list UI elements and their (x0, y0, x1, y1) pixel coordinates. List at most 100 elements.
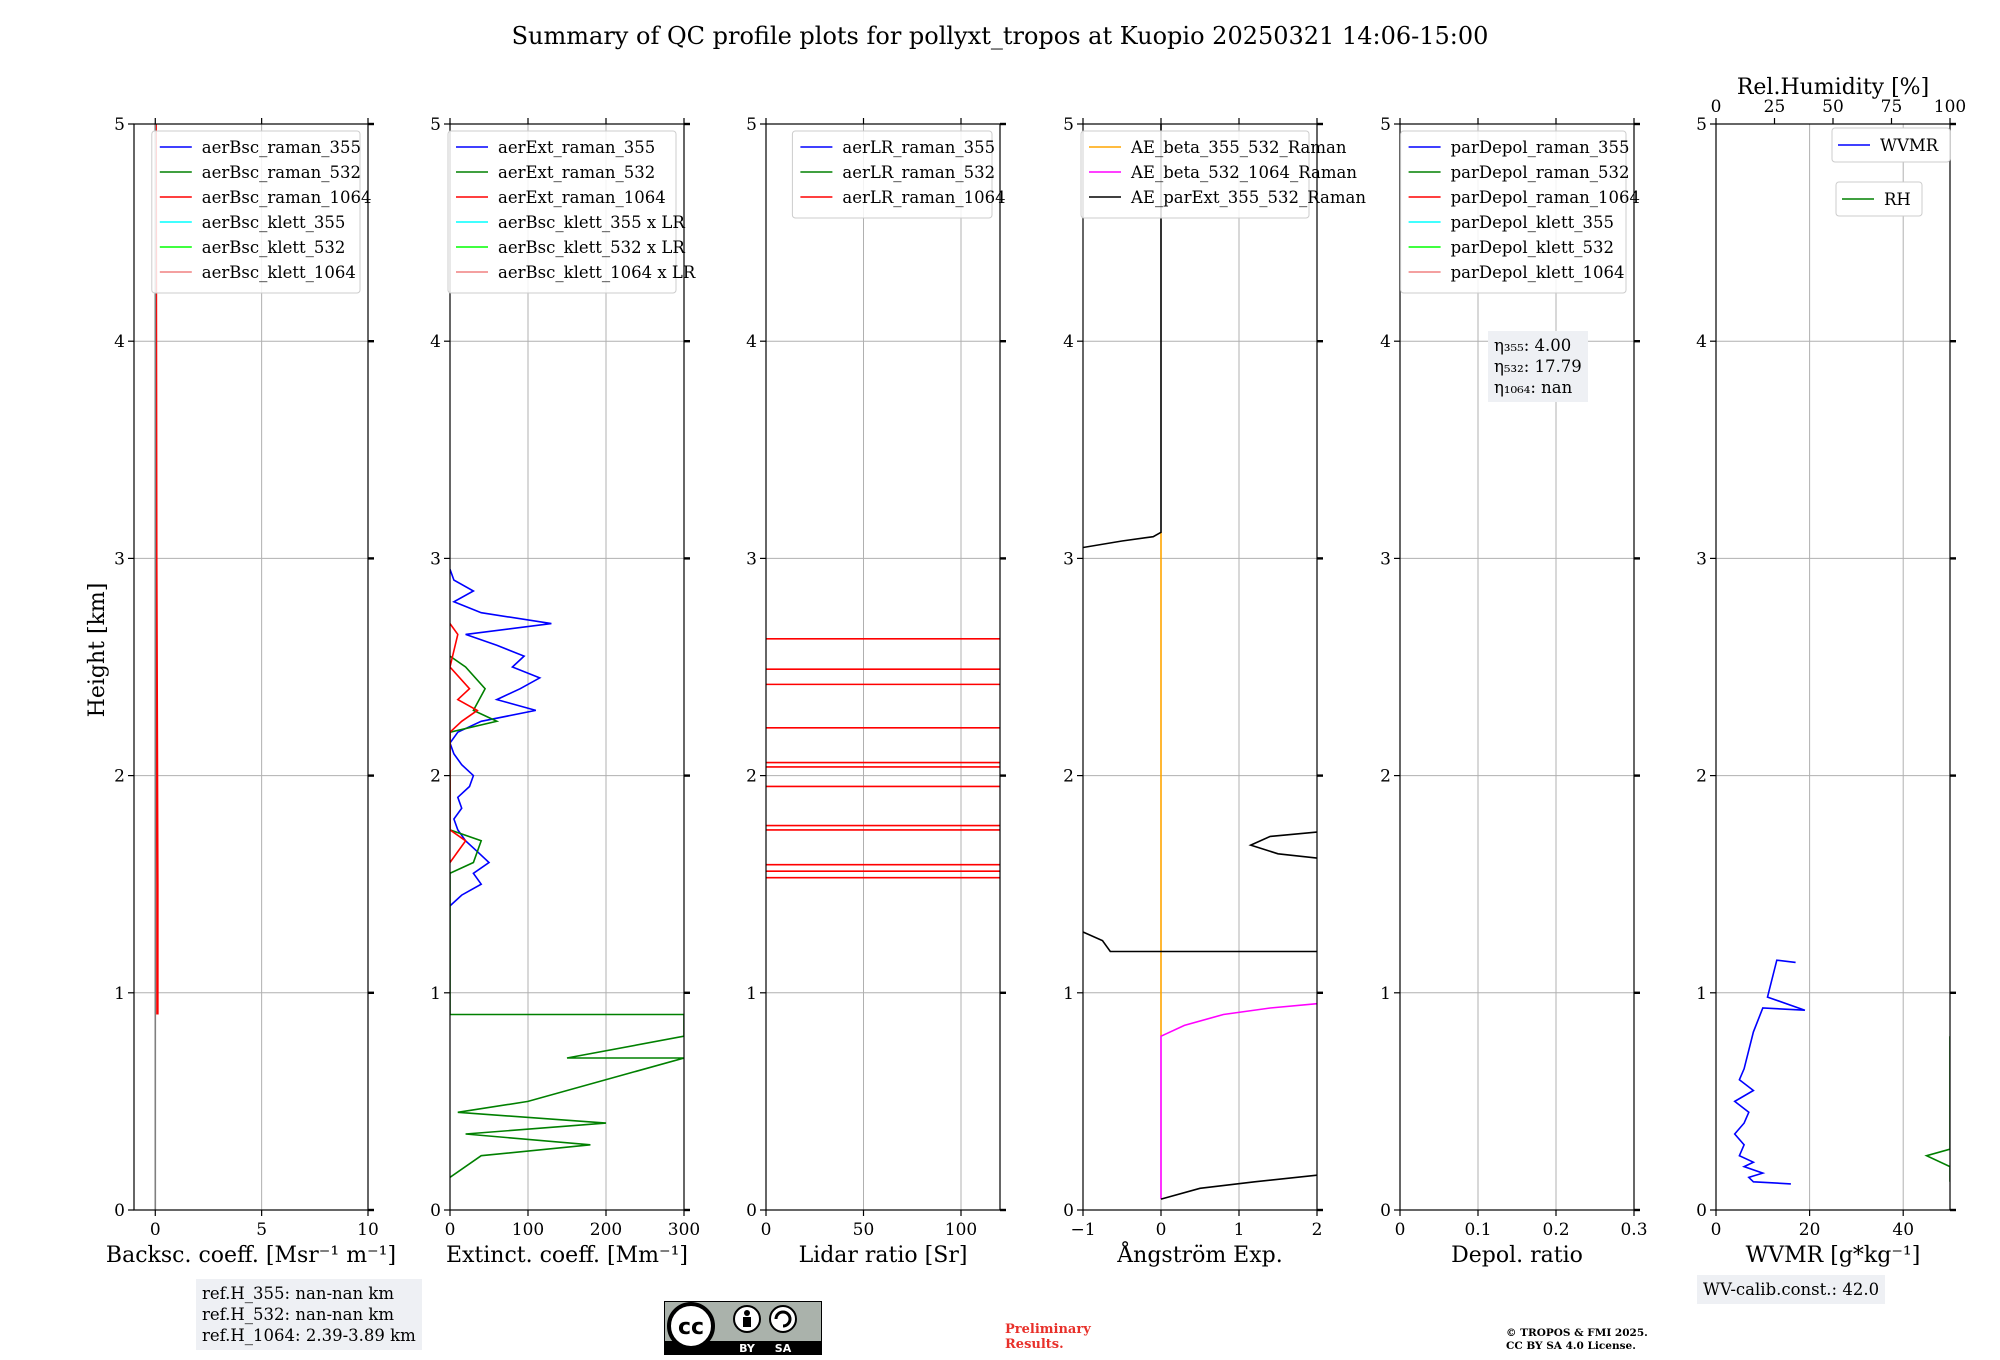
y-tick-label: 4 (1696, 332, 1707, 352)
top-x-tick-label: 50 (1822, 97, 1844, 117)
legend-label: WVMR (1880, 136, 1939, 155)
panel-5: 0 0.1 0.2 0.3 0 1 2 3 4 5 Depol. ratio parDepol_ram… (1380, 115, 1647, 1268)
y-tick-label: 3 (1063, 549, 1074, 569)
x-tick-label: 20 (1799, 1220, 1821, 1240)
x-tick-label: 300 (668, 1220, 700, 1240)
top-x-tick-label: 0 (1711, 97, 1722, 117)
panel-frame (133, 123, 369, 1211)
panel-data (1733, 959, 1950, 1185)
x-tick-label: 0 (150, 1220, 161, 1240)
legend-label: aerExt_raman_532 (498, 163, 655, 182)
page-title: Summary of QC profile plots for pollyxt_… (512, 22, 1489, 50)
legend: parDepol_raman_355 parDepol_raman_532 parD… (1400, 130, 1640, 294)
y-tick-label: 3 (1380, 549, 1391, 569)
y-tick-label: 4 (430, 332, 441, 352)
y-tick-label: 1 (1063, 984, 1074, 1004)
y-tick-label: 0 (114, 1201, 125, 1221)
legend-label: aerExt_raman_355 (498, 138, 655, 157)
x-tick-label: 0.2 (1542, 1220, 1569, 1240)
eta-box: η₃₅₅: 4.00 η₅₃₂: 17.79 η₁₀₆₄: nan (1488, 331, 1588, 402)
series-line-AE_parExt_355_532_Raman (1083, 124, 1162, 549)
series-line-AE_parExt_355_532_Raman (1248, 831, 1317, 859)
eta-532: η₅₃₂: 17.79 (1494, 357, 1582, 376)
x-tick-label: 0 (445, 1220, 456, 1240)
x-axis-label: Extinct. coeff. [Mm⁻¹] (446, 1243, 688, 1268)
panel-frame (765, 123, 1001, 1211)
panel-3: 0 50 100 0 1 2 3 4 5 Lidar ratio [Sr] aerLR_raman_… (746, 115, 1006, 1268)
legend-label: aerBsc_klett_355 x LR (498, 213, 685, 232)
x-tick-label: 100 (512, 1220, 544, 1240)
x-tick-label: 100 (945, 1220, 977, 1240)
wv-calibration-box: WV-calib.const.: 42.0 (1697, 1275, 1886, 1304)
ref-h-532: ref.H_532: nan-nan km (202, 1305, 394, 1324)
cc-circle-icon (667, 1302, 715, 1350)
y-tick-label: 1 (430, 984, 441, 1004)
y-tick-label: 2 (746, 767, 757, 787)
x-tick-label: 2 (1312, 1220, 1323, 1240)
y-tick-label: 2 (1063, 767, 1074, 787)
y-tick-label: 4 (746, 332, 757, 352)
y-tick-label: 1 (1696, 984, 1707, 1004)
legend-label: AE_beta_532_1064_Raman (1130, 163, 1357, 182)
legend-box (1400, 130, 1627, 294)
y-tick-label: 1 (1380, 984, 1391, 1004)
legend-label: parDepol_klett_355 (1451, 213, 1614, 232)
y-tick-label: 5 (430, 115, 441, 135)
top-x-tick-label: 25 (1764, 97, 1786, 117)
legend-label: aerBsc_raman_532 (202, 163, 361, 182)
sa-share-icon (769, 1305, 797, 1333)
eta-355: η₃₅₅: 4.00 (1494, 336, 1572, 355)
y-tick-label: 5 (746, 115, 757, 135)
y-tick-label: 5 (1380, 115, 1391, 135)
top-x-tick-label: 75 (1881, 97, 1903, 117)
reference-height-box: ref.H_355: nan-nan km ref.H_532: nan-nan… (196, 1279, 422, 1350)
series-line-AE_parExt_355_532_Raman (1083, 931, 1317, 953)
legend-box (1831, 127, 1951, 163)
x-tick-label: 0.1 (1464, 1220, 1491, 1240)
y-tick-label: 2 (1696, 767, 1707, 787)
x-tick-label: 0 (1711, 1220, 1722, 1240)
legend-label: aerLR_raman_355 (842, 138, 995, 157)
top-x-axis-label: Rel.Humidity [%] (1737, 75, 1929, 100)
legend-label: parDepol_klett_1064 (1451, 263, 1625, 282)
y-tick-label: 0 (1380, 1201, 1391, 1221)
wv-calib-const: WV-calib.const.: 42.0 (1703, 1280, 1880, 1299)
x-axis-label: Lidar ratio [Sr] (799, 1243, 968, 1268)
legend-label: RH (1884, 190, 1911, 209)
legend-label: aerBsc_klett_532 (202, 238, 346, 257)
legend-box (1080, 130, 1310, 219)
legend-label: aerLR_raman_532 (842, 163, 995, 182)
y-tick-label: 2 (430, 767, 441, 787)
by-person-body-icon (743, 1317, 751, 1327)
by-label: BY (739, 1342, 756, 1355)
panel-1: 0 5 10 0 1 2 3 4 5 Backsc. coeff. [Msr⁻¹ m⁻¹] aerB… (106, 115, 396, 1268)
legend-label: aerBsc_klett_355 (202, 213, 346, 232)
x-tick-label: 0 (1395, 1220, 1406, 1240)
x-axis-label: Ångström Exp. (1116, 1240, 1282, 1268)
x-tick-label: 200 (590, 1220, 622, 1240)
panel-data (450, 569, 684, 1179)
legend-label: parDepol_klett_532 (1451, 238, 1614, 257)
sa-arrow-icon (774, 1310, 792, 1328)
x-tick-label: 0 (1156, 1220, 1167, 1240)
legend-label: AE_beta_355_532_Raman (1130, 138, 1347, 157)
ref-h-355: ref.H_355: nan-nan km (202, 1284, 394, 1303)
panel-data (1083, 124, 1317, 1200)
ref-h-1064: ref.H_1064: 2.39-3.89 km (202, 1326, 416, 1345)
y-tick-label: 4 (1380, 332, 1391, 352)
series-line-AE_beta_532_1064_Raman (1160, 1002, 1317, 1200)
series-line-AE_parExt_355_532_Raman (1160, 1174, 1317, 1200)
legend-label: parDepol_raman_1064 (1451, 188, 1640, 207)
y-tick-label: 2 (1380, 767, 1391, 787)
legend-box (791, 130, 993, 219)
legend-WVMR: WVMR (1831, 127, 1951, 163)
x-tick-label: 50 (853, 1220, 875, 1240)
panel-data (154, 124, 159, 1210)
x-tick-label: 40 (1892, 1220, 1914, 1240)
panel-frame (1715, 123, 1951, 1211)
legend-label: aerBsc_klett_532 x LR (498, 238, 685, 257)
legend-label: aerBsc_raman_1064 (202, 188, 372, 207)
